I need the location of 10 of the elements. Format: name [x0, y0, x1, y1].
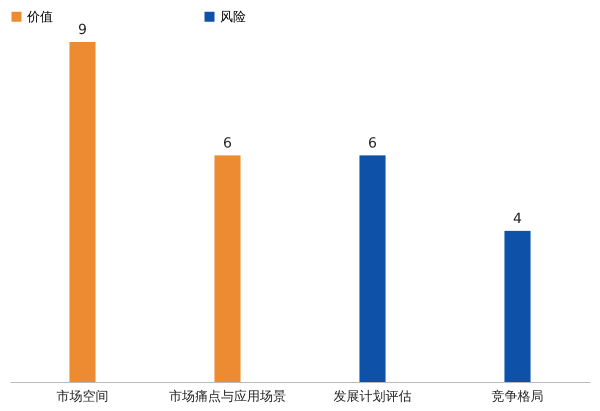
data-label: 9	[78, 22, 87, 38]
legend-label: 价值	[26, 10, 53, 25]
x-tick-label: 市场空间	[56, 390, 108, 404]
data-label: 6	[368, 135, 378, 152]
legend-label: 风险	[220, 10, 246, 25]
data-label: 6	[223, 135, 232, 152]
x-tick-label: 发展计划评估	[334, 390, 412, 404]
x-tick-label: 竞争格局	[492, 390, 544, 404]
data-label: 4	[513, 210, 522, 227]
x-tick-label: 市场痛点与应用场景	[169, 388, 286, 404]
